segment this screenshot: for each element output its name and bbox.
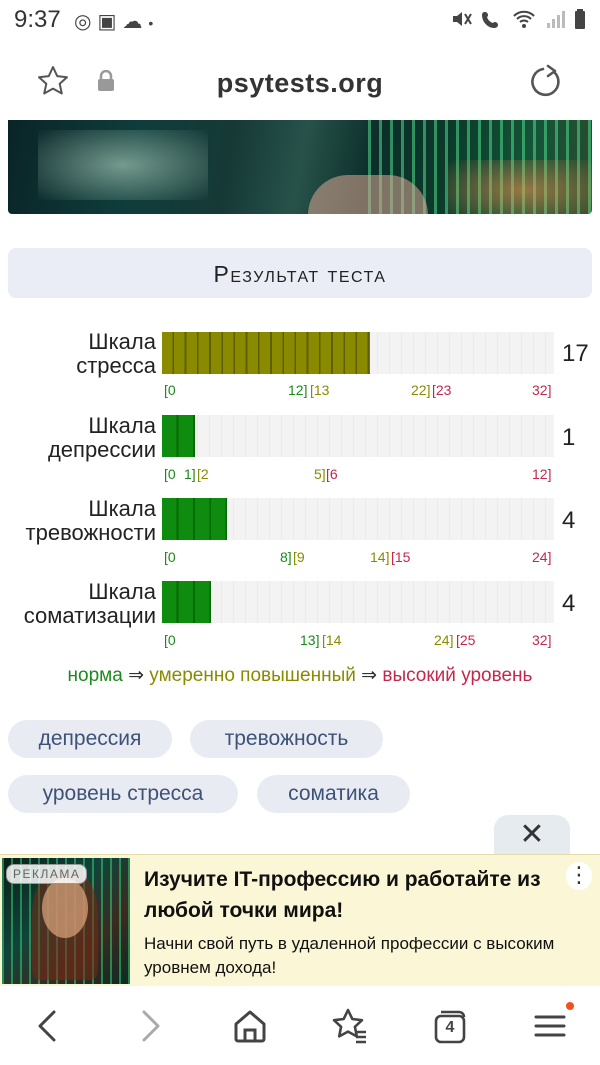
ad-badge: РЕКЛАМА [6,864,88,884]
image-icon: ▣ [97,11,123,33]
status-bar: 9:37 ◎▣☁• [0,0,600,44]
tick-label: [23 [432,382,452,398]
scale-bar-fill [162,332,370,374]
tick-label: 22] [411,382,431,398]
scale-ticks: [0 12] [13 22] [23 32] [162,382,554,402]
wifi-icon [513,10,535,28]
notification-icons: ◎▣☁• [74,9,159,34]
tick-label: [0 [164,632,176,648]
legend-arrow: ⇒ [361,665,378,686]
tick-label: 24] [434,632,454,648]
scale-label-line2: депрессии [47,437,156,462]
ad-text[interactable]: Начни свой путь в удаленной профессии с … [144,934,555,977]
back-icon[interactable] [28,1006,68,1046]
tick-label: [14 [322,632,342,648]
more-vertical-icon: ⋮ [568,862,590,887]
tick-label: 32] [532,632,552,648]
scale-bar-track [162,332,554,374]
tabs-button[interactable]: 4 [430,1006,470,1046]
scale-label: Шкала депрессии [6,414,156,462]
tick-label: 5] [314,466,326,482]
tick-label: 24] [532,549,552,565]
dot-icon: • [148,15,160,31]
scale-label: Шкала тревожности [6,497,156,545]
bottom-nav [0,986,600,1065]
menu-icon[interactable] [530,1006,570,1046]
status-time: 9:37 [14,6,61,33]
address-bar: psytests.org [0,44,600,120]
whatsapp-icon: ◎ [74,11,98,33]
scale-label-line1: Шкала [88,329,156,354]
tab-count: 4 [445,1019,455,1036]
legend-high: высокий уровень [382,665,533,686]
tabs-icon [434,1010,466,1044]
home-icon[interactable] [230,1006,270,1046]
ad-close-button[interactable]: ✕ [494,815,570,855]
legend-moderate: умеренно повышенный [149,665,356,686]
legend-arrow: ⇒ [128,665,145,686]
system-icons [450,9,586,34]
call-icon [481,12,498,28]
tick-label: [0 [164,382,176,398]
scale-value: 1 [562,424,576,451]
scale-value: 17 [562,340,589,367]
scale-value: 4 [562,590,576,617]
tick-label: 13] [300,632,320,648]
tick-label: [2 [197,466,209,482]
hero-image [8,120,592,214]
tick-label: [9 [293,549,305,565]
scale-ticks: [0 8] [9 14] [15 24] [162,549,554,569]
scale-label-line1: Шкала [88,579,156,604]
scale-label-line2: стресса [76,353,156,378]
tick-label: [25 [456,632,476,648]
close-icon: ✕ [519,818,545,851]
tick-label: [6 [326,466,338,482]
scale-ticks: [0 13] [14 24] [25 32] [162,632,554,652]
scale-bar-track [162,581,554,623]
scale-value: 4 [562,507,576,534]
reload-icon[interactable] [528,64,564,100]
ad-title[interactable]: Изучите IT-профессию и работайте из любо… [144,868,541,922]
tick-label: [15 [391,549,411,565]
tick-label: 12] [288,382,308,398]
tag-stress-level[interactable]: уровень стресса [8,775,238,813]
tick-label: 12] [532,466,552,482]
scale-label-line2: соматизации [23,603,156,628]
legend-norm: норма [67,665,123,686]
scale-label-line1: Шкала [88,413,156,438]
scale-bar-fill [162,581,211,623]
scale-bar-fill [162,415,195,457]
tick-label: 8] [280,549,292,565]
scale-bar-fill [162,498,228,540]
scale-ticks: [0 1] [2 5] [6 12] [162,466,554,486]
scale-label: Шкала стресса [6,330,156,378]
star-icon[interactable] [36,64,70,98]
tag-depression[interactable]: депрессия [8,720,172,758]
signal-icon [546,11,565,28]
scale-label-line1: Шкала [88,496,156,521]
scale-bar-track [162,415,554,457]
url-text[interactable]: psytests.org [216,68,384,98]
forward-icon[interactable] [130,1006,170,1046]
tick-label: 32] [532,382,552,398]
lock-icon [98,70,114,91]
bookmarks-icon[interactable] [330,1006,370,1046]
tick-label: 1] [184,466,196,482]
tick-label: [0 [164,466,176,482]
tick-label: [0 [164,549,176,565]
tick-label: 14] [370,549,390,565]
scale-bar-track [162,498,554,540]
battery-icon [575,9,585,29]
notification-dot [566,1002,574,1010]
scale-legend: норма ⇒ умеренно повышенный ⇒ высокий ур… [0,664,600,687]
ad-menu-button[interactable]: ⋮ [566,862,592,890]
scale-label-line2: тревожности [25,520,156,545]
tick-label: [13 [310,382,330,398]
result-title: Результат теста [8,248,592,298]
mute-icon [452,12,472,26]
scale-label: Шкала соматизации [6,580,156,628]
tag-somatics[interactable]: соматика [257,775,410,813]
cloud-icon: ☁ [122,11,149,33]
tag-anxiety[interactable]: тревожность [190,720,383,758]
